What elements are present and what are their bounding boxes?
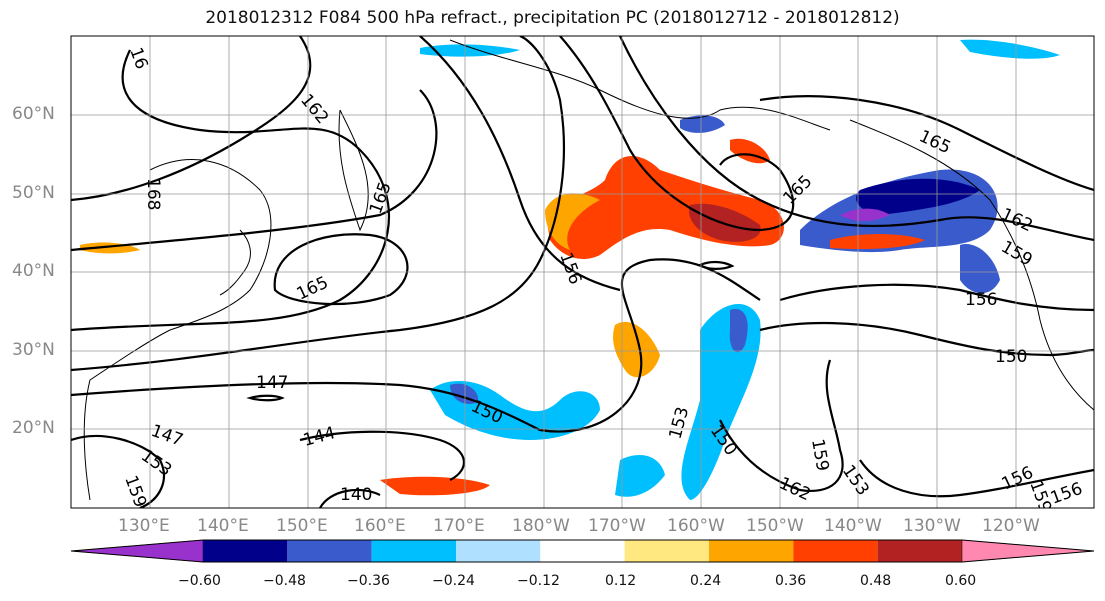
contour-label: 150 [995,347,1027,367]
colorbar-tick: 0.36 [775,573,807,589]
contour-line [319,488,381,508]
contour-label: 168 [143,178,163,210]
contour-line [71,258,761,433]
contour-line [697,260,735,270]
colorbar-segment [287,540,372,562]
lat-label: 60°N [12,104,55,124]
negative-anomaly-coast [960,244,1000,294]
contour-line [71,89,438,252]
contour-line [759,95,1094,192]
lon-label: 130°E [118,516,170,536]
north-america-coast [849,119,1094,411]
colorbar-segment [877,540,962,562]
asia-coast [83,159,272,501]
contour-line [779,283,1094,312]
lon-label: 130°W [903,516,961,536]
colorbar-max-extend [961,539,1095,563]
negative-anomaly-alaska [420,44,520,57]
colorbar-segment [709,540,794,562]
lon-label: 170°E [433,516,485,536]
lat-label: 20°N [12,418,55,438]
alaska-coast [449,39,831,131]
colorbar-tick: −0.60 [178,573,221,589]
lon-label: 180°W [512,516,570,536]
colorbar-segment [540,540,625,562]
map-border [70,35,1095,509]
lat-label: 30°N [12,340,55,360]
contour-line [859,459,1094,498]
contour-label: 147 [256,373,288,393]
contour-label: 156 [965,290,997,310]
colorbar-segment [793,540,878,562]
contour-line [71,36,312,202]
contour-line [273,233,409,306]
contour-line [246,394,285,402]
coastlines [83,39,1094,501]
contours [71,36,1094,508]
colorbar-min-extend [70,539,204,563]
colorbar-outline [70,539,1095,563]
colorbar-tick: −0.12 [517,573,560,589]
contour-line [299,430,466,481]
lon-label: 140°W [824,516,882,536]
colorbar-tick: 0.60 [945,573,977,589]
colorbar-tick: −0.36 [347,573,390,589]
contour-line [71,36,565,372]
contour-line [559,36,795,232]
negative-anomaly-canada [960,39,1060,59]
contour-line [419,36,621,292]
contour-line [71,434,165,508]
negative-anomaly-core [856,178,980,215]
japan-coast [219,229,251,296]
lon-label: 170°W [588,516,646,536]
colorbar-tick: 0.24 [690,573,722,589]
lon-label: 150°W [746,516,804,536]
positive-anomaly-east [830,234,925,250]
colorbar [70,539,1095,563]
lon-label: 120°W [982,516,1040,536]
contour-line [71,49,391,332]
colorbar-tick: 0.12 [605,573,637,589]
colorbar-segment [371,540,456,562]
contour-label: 140 [340,485,372,505]
lon-label: 140°E [197,516,249,536]
negative-anomaly-gulf [680,115,725,133]
negative-anomaly-southeast [615,455,665,497]
lat-label: 50°N [12,183,55,203]
contour-line [619,36,1094,242]
colorbar-tick: −0.48 [263,573,306,589]
colorbar-segment [203,540,288,562]
colorbar-tick: 0.48 [860,573,892,589]
positive-anomaly-central [613,321,660,378]
map-title: 2018012312 F084 500 hPa refract., precip… [205,8,900,28]
colorbar-segment [456,540,541,562]
contour-line [759,321,1094,357]
negative-anomaly-south-core [729,309,748,353]
negative-anomaly-peak [840,208,890,222]
lon-label: 160°E [354,516,406,536]
colorbar-segment [624,540,709,562]
lon-label: 150°E [276,516,328,536]
lon-label: 160°W [667,516,725,536]
positive-anomaly-core [689,203,761,242]
lat-label: 40°N [12,261,55,281]
contour-line [719,359,844,493]
positive-anomaly-south [380,476,490,496]
graticule [71,36,1094,508]
colorbar-tick: −0.24 [432,573,475,589]
